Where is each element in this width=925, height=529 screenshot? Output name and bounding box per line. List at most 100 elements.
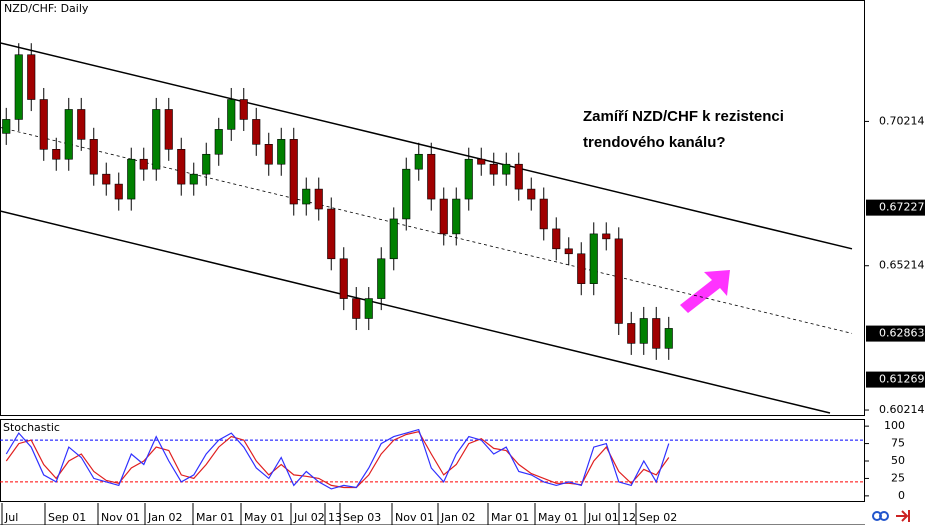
candle-body <box>227 99 236 130</box>
candle-body <box>302 188 311 205</box>
candle-body <box>339 258 348 299</box>
candle-body <box>189 173 198 185</box>
stochastic-title: Stochastic <box>3 421 60 434</box>
candle-body <box>264 144 273 165</box>
candle-body <box>477 158 486 165</box>
candle-body <box>177 149 186 185</box>
x-tick-label: Jul 02 <box>293 511 325 524</box>
candle-body <box>277 139 286 165</box>
x-tick-label: 12 <box>622 511 636 524</box>
candle-body <box>214 129 223 155</box>
candle-body <box>327 208 336 260</box>
candle-body <box>239 99 248 120</box>
candle-body <box>414 153 423 170</box>
candle-body <box>639 318 648 344</box>
candle-body <box>377 258 386 299</box>
price-label: 0.67227 <box>879 201 925 214</box>
candle-body <box>589 233 598 284</box>
stoch-main <box>5 428 670 490</box>
candle-body <box>527 188 536 200</box>
stoch-signal <box>5 431 670 489</box>
x-tick-label: Sep 01 <box>48 511 86 524</box>
candle-body <box>539 198 548 230</box>
chart-title: NZD/CHF: Daily <box>4 2 89 15</box>
x-tick-label: Sep 02 <box>639 511 677 524</box>
annotation: trendového kanálu? <box>583 134 726 151</box>
x-tick-label: May 01 <box>538 511 578 524</box>
candle-body <box>602 233 611 240</box>
candle-body <box>464 158 473 200</box>
candle-body <box>52 149 61 160</box>
candle-body <box>152 109 161 170</box>
y-tick-label: 0.70214 <box>879 114 925 127</box>
candle-body <box>439 198 448 235</box>
stochastic-panel <box>0 419 865 502</box>
title-box <box>1 1 87 17</box>
toolbar-icons <box>872 510 910 522</box>
stoch-tick-label: 100 <box>884 419 905 432</box>
candle-body <box>2 119 11 134</box>
candle-body <box>614 238 623 324</box>
trend-line <box>0 210 831 414</box>
x-tick-label: Jul <box>4 511 18 524</box>
trend-line <box>0 42 853 250</box>
price-label-box <box>866 371 925 388</box>
candle-body <box>514 163 523 190</box>
candle-body <box>552 228 561 250</box>
candle-body <box>389 218 398 260</box>
arrow <box>680 270 730 313</box>
candle-body <box>402 168 411 220</box>
x-tick-label: Jan 02 <box>147 511 182 524</box>
price-label-box <box>866 199 925 216</box>
price-label: 0.62863 <box>879 327 925 340</box>
candle-body <box>452 198 461 235</box>
x-tick-label: Sep 03 <box>343 511 381 524</box>
stochastic-title-box <box>1 421 57 435</box>
candle-body <box>139 158 148 170</box>
candle-body <box>89 139 98 175</box>
candle-body <box>314 188 323 210</box>
candle-body <box>64 109 73 160</box>
x-tick-label: Mar 01 <box>491 511 529 524</box>
annotation: Zamíří NZD/CHF k rezistenci <box>583 108 784 125</box>
price-label-box <box>866 325 925 342</box>
x-tick-label: Jan 02 <box>440 511 475 524</box>
candle-body <box>502 163 511 175</box>
candle-body <box>102 173 111 185</box>
candle-body <box>364 298 373 319</box>
candle-body <box>564 248 573 255</box>
x-tick-label: Nov 01 <box>395 511 434 524</box>
candle-body <box>489 163 498 175</box>
x-tick-label: May 01 <box>244 511 284 524</box>
x-tick-label: Jul 01 <box>587 511 619 524</box>
x-tick-label: Mar 01 <box>196 511 234 524</box>
candle-body <box>164 109 173 150</box>
candle-body <box>577 253 586 284</box>
x-tick-label: Nov 01 <box>101 511 140 524</box>
candle-body <box>14 54 23 120</box>
candle-body <box>127 158 136 200</box>
stoch-tick-label: 25 <box>891 471 905 484</box>
candle-body <box>627 323 636 344</box>
candle-body <box>664 328 673 349</box>
candle-body <box>39 99 48 150</box>
stoch-tick-label: 50 <box>891 454 905 467</box>
x-tick-label: 13 <box>328 511 342 524</box>
candle-body <box>114 183 123 200</box>
y-tick-label: 0.65214 <box>879 259 925 272</box>
y-tick-label: 0.60214 <box>879 403 925 416</box>
candle-body <box>427 153 436 200</box>
candle-body <box>352 298 361 319</box>
stoch-tick-label: 0 <box>898 489 905 502</box>
price-panel <box>0 0 865 416</box>
candle-body <box>202 153 211 175</box>
candle-body <box>27 54 36 100</box>
candle-body <box>652 318 661 349</box>
stoch-tick-label: 75 <box>891 437 905 450</box>
price-label: 0.61269 <box>879 373 925 386</box>
candle-body <box>77 109 86 140</box>
candle-body <box>252 119 261 145</box>
candle-body <box>289 139 298 205</box>
